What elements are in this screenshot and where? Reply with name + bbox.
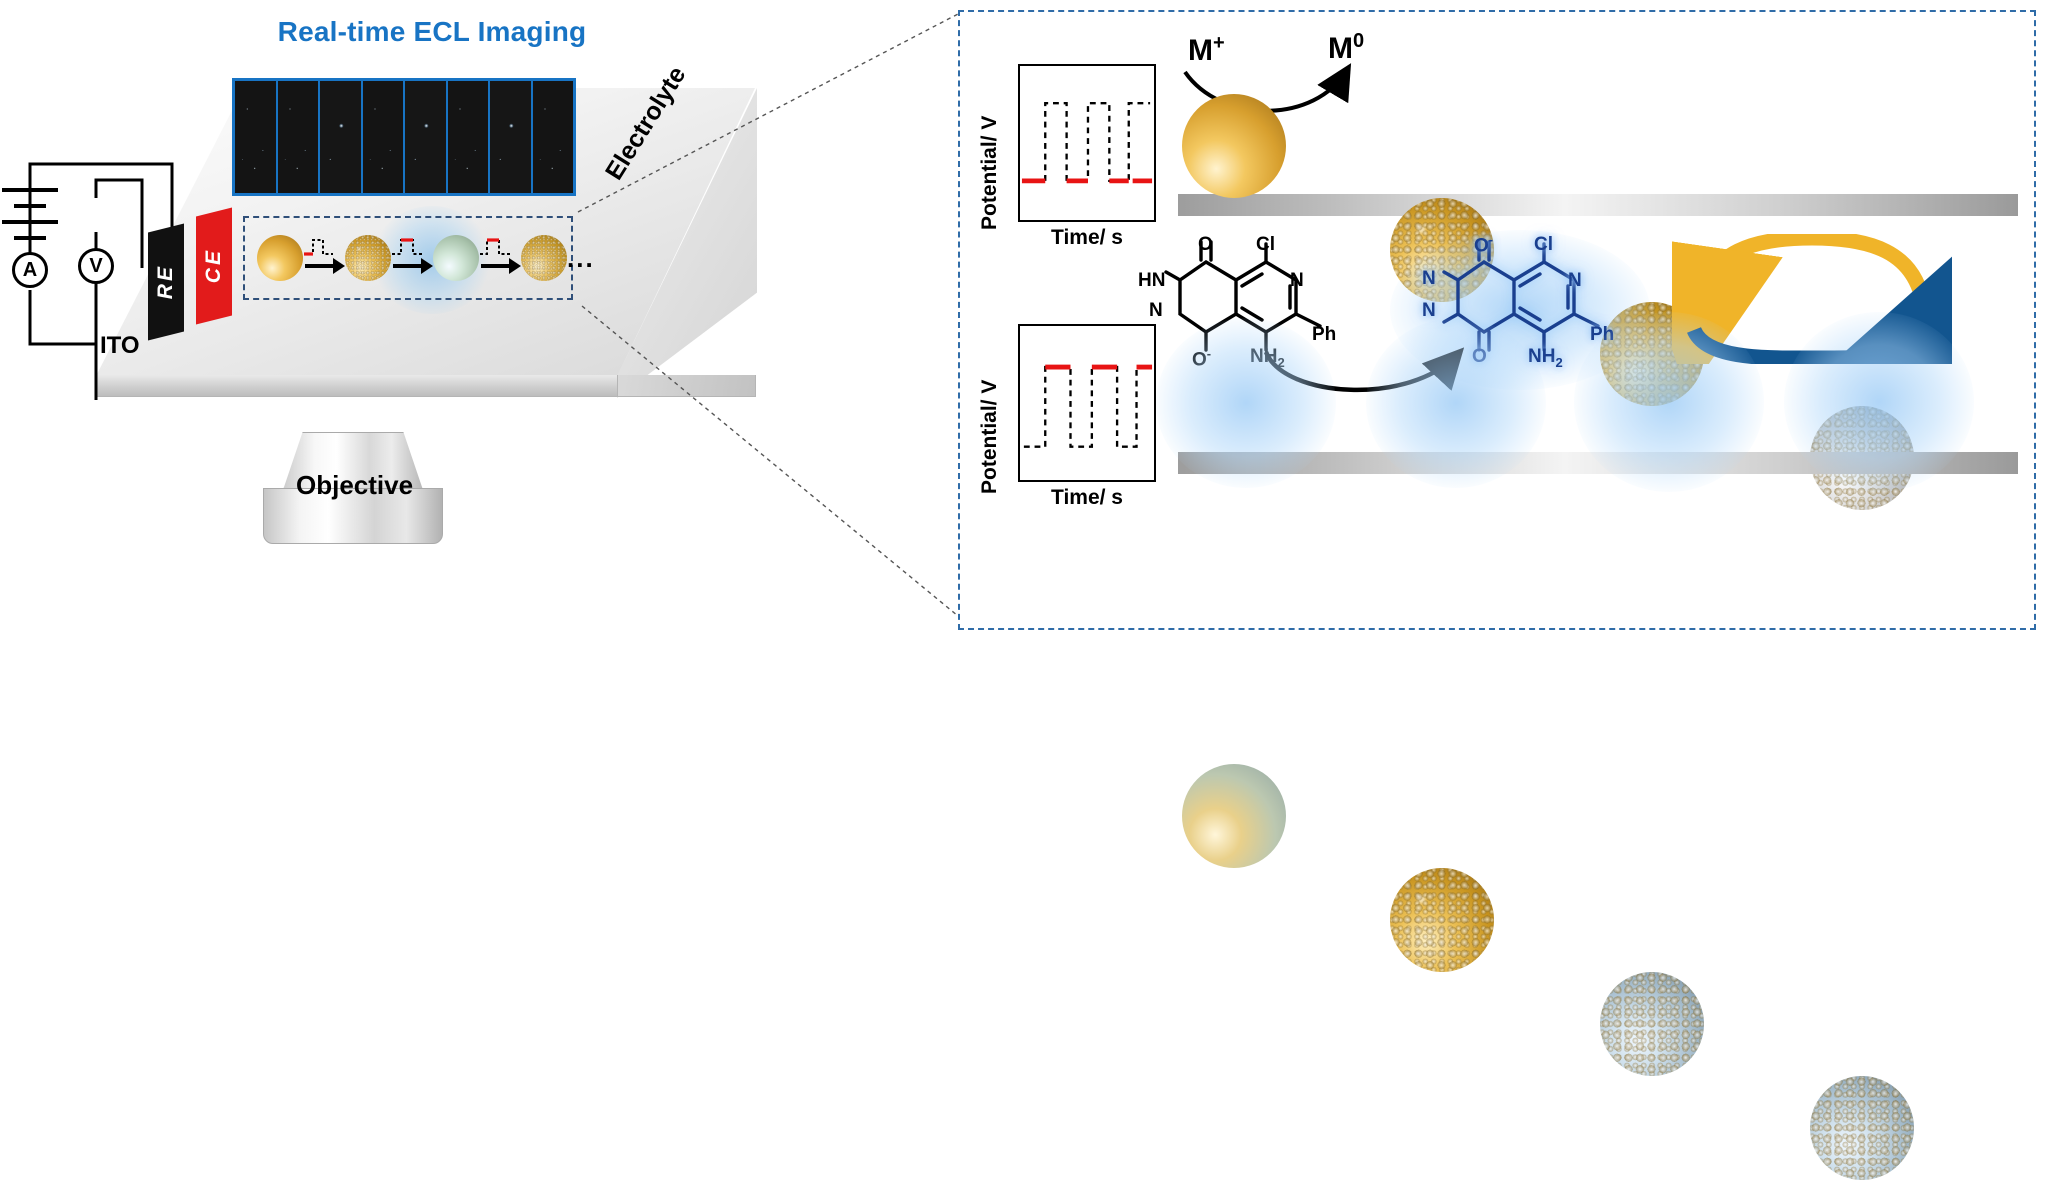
y-axis-label-bottom: Potential/ V bbox=[978, 379, 1001, 494]
pulse-waveform-icon bbox=[480, 238, 511, 255]
atom-label-N-right-left: N bbox=[1290, 270, 1304, 291]
list-item bbox=[433, 235, 479, 281]
atom-label-Cl-right: Cl bbox=[1534, 234, 1553, 255]
mechanism-detail-panel: Potential/ V Time/ s M+ M0 bbox=[958, 10, 2036, 1180]
growth-step-arrow bbox=[479, 238, 521, 278]
zoom-callout-lines bbox=[577, 13, 959, 617]
ecl-frame bbox=[277, 81, 320, 193]
page-title: Real-time ECL Imaging bbox=[277, 16, 587, 47]
atom-label-O-top-left: O bbox=[1198, 234, 1213, 255]
ecl-frame bbox=[405, 81, 448, 193]
m-zero-text: M0 bbox=[1328, 30, 1365, 65]
x-axis-label-bottom: Time/ s bbox=[1051, 486, 1123, 509]
ecl-frame bbox=[490, 81, 533, 193]
counter-electrode-label: CE bbox=[202, 248, 225, 284]
growth-step-arrow bbox=[303, 238, 345, 278]
species-label-reactant: M+ bbox=[1188, 32, 1225, 68]
potential-time-plot-bottom: Potential/ V Time/ s bbox=[978, 312, 1158, 522]
electrode-substrate-top bbox=[1178, 194, 2018, 216]
objective-label: Objective bbox=[296, 470, 414, 500]
growth-sequence: ... bbox=[245, 218, 593, 298]
nanoparticle-bottom-3 bbox=[1600, 972, 1704, 1076]
atom-label-O-minus-right: O- bbox=[1474, 232, 1494, 257]
ecl-glow-bottom-2 bbox=[1366, 318, 1546, 488]
plot-frame-bottom bbox=[1018, 324, 1156, 482]
list-item bbox=[257, 235, 303, 281]
pulse-waveform-icon bbox=[392, 238, 423, 255]
nanoparticle-bottom-2 bbox=[1390, 868, 1494, 972]
ito-label: ITO bbox=[100, 332, 140, 359]
atom-label-HN-left: HN bbox=[1138, 270, 1166, 291]
microscope-objective bbox=[255, 432, 451, 544]
potential-time-plot-top: Potential/ V Time/ s bbox=[978, 52, 1158, 252]
counter-electrode: CE bbox=[196, 207, 232, 325]
reference-electrode-label: RE bbox=[154, 264, 177, 300]
nanoparticle-top-1 bbox=[1182, 94, 1286, 198]
atom-label-N2-right: N bbox=[1422, 300, 1436, 321]
voltmeter-label: V bbox=[89, 254, 103, 277]
ammeter: A bbox=[12, 252, 48, 288]
ito-slab-side-edge bbox=[617, 375, 756, 397]
ecl-frame bbox=[362, 81, 405, 193]
atom-label-Cl-left: Cl bbox=[1256, 234, 1275, 255]
ammeter-label: A bbox=[22, 258, 38, 281]
plot-frame-top bbox=[1018, 64, 1156, 222]
species-label-product: M0 bbox=[1328, 30, 1364, 66]
ecl-glow-bottom-1 bbox=[1156, 318, 1336, 488]
reference-electrode: RE bbox=[148, 223, 184, 341]
ecl-frame bbox=[447, 81, 490, 193]
nanoparticle-bottom-1 bbox=[1182, 764, 1286, 868]
pulse-waveform-icon bbox=[304, 239, 333, 256]
molecule-excited-structure bbox=[1442, 240, 1600, 352]
ecl-image-filmstrip bbox=[232, 78, 576, 196]
m-plus-text: M+ bbox=[1188, 32, 1225, 67]
ecl-frame bbox=[320, 81, 363, 193]
left-schematic-panel: Real-time ECL Imaging bbox=[0, 0, 757, 640]
ecl-glow-bottom-3 bbox=[1574, 312, 1764, 492]
voltmeter: V bbox=[78, 248, 114, 284]
objective-lower-barrel bbox=[263, 488, 443, 544]
nanoparticle-growth-region: ... bbox=[243, 216, 593, 300]
list-item bbox=[345, 235, 391, 281]
list-item bbox=[521, 235, 567, 281]
atom-label-N3-right: N bbox=[1568, 270, 1582, 291]
ecl-frame bbox=[235, 81, 278, 193]
growth-step-arrow bbox=[391, 238, 433, 278]
atom-label-Ph-left: Ph bbox=[1312, 324, 1337, 345]
sequence-ellipsis: ... bbox=[567, 242, 595, 273]
atom-label-N-ring-left: N bbox=[1149, 300, 1163, 321]
ecl-glow-bottom-4 bbox=[1784, 312, 1974, 492]
ecl-frame bbox=[532, 81, 573, 193]
nanoparticle-bottom-4 bbox=[1810, 1076, 1914, 1180]
atom-label-N1-right: N bbox=[1422, 268, 1436, 289]
potential-waveform-top bbox=[1021, 102, 1153, 184]
x-axis-label-top: Time/ s bbox=[1051, 226, 1123, 249]
potential-waveform-bottom bbox=[1023, 364, 1153, 448]
y-axis-label-top: Potential/ V bbox=[978, 115, 1001, 230]
